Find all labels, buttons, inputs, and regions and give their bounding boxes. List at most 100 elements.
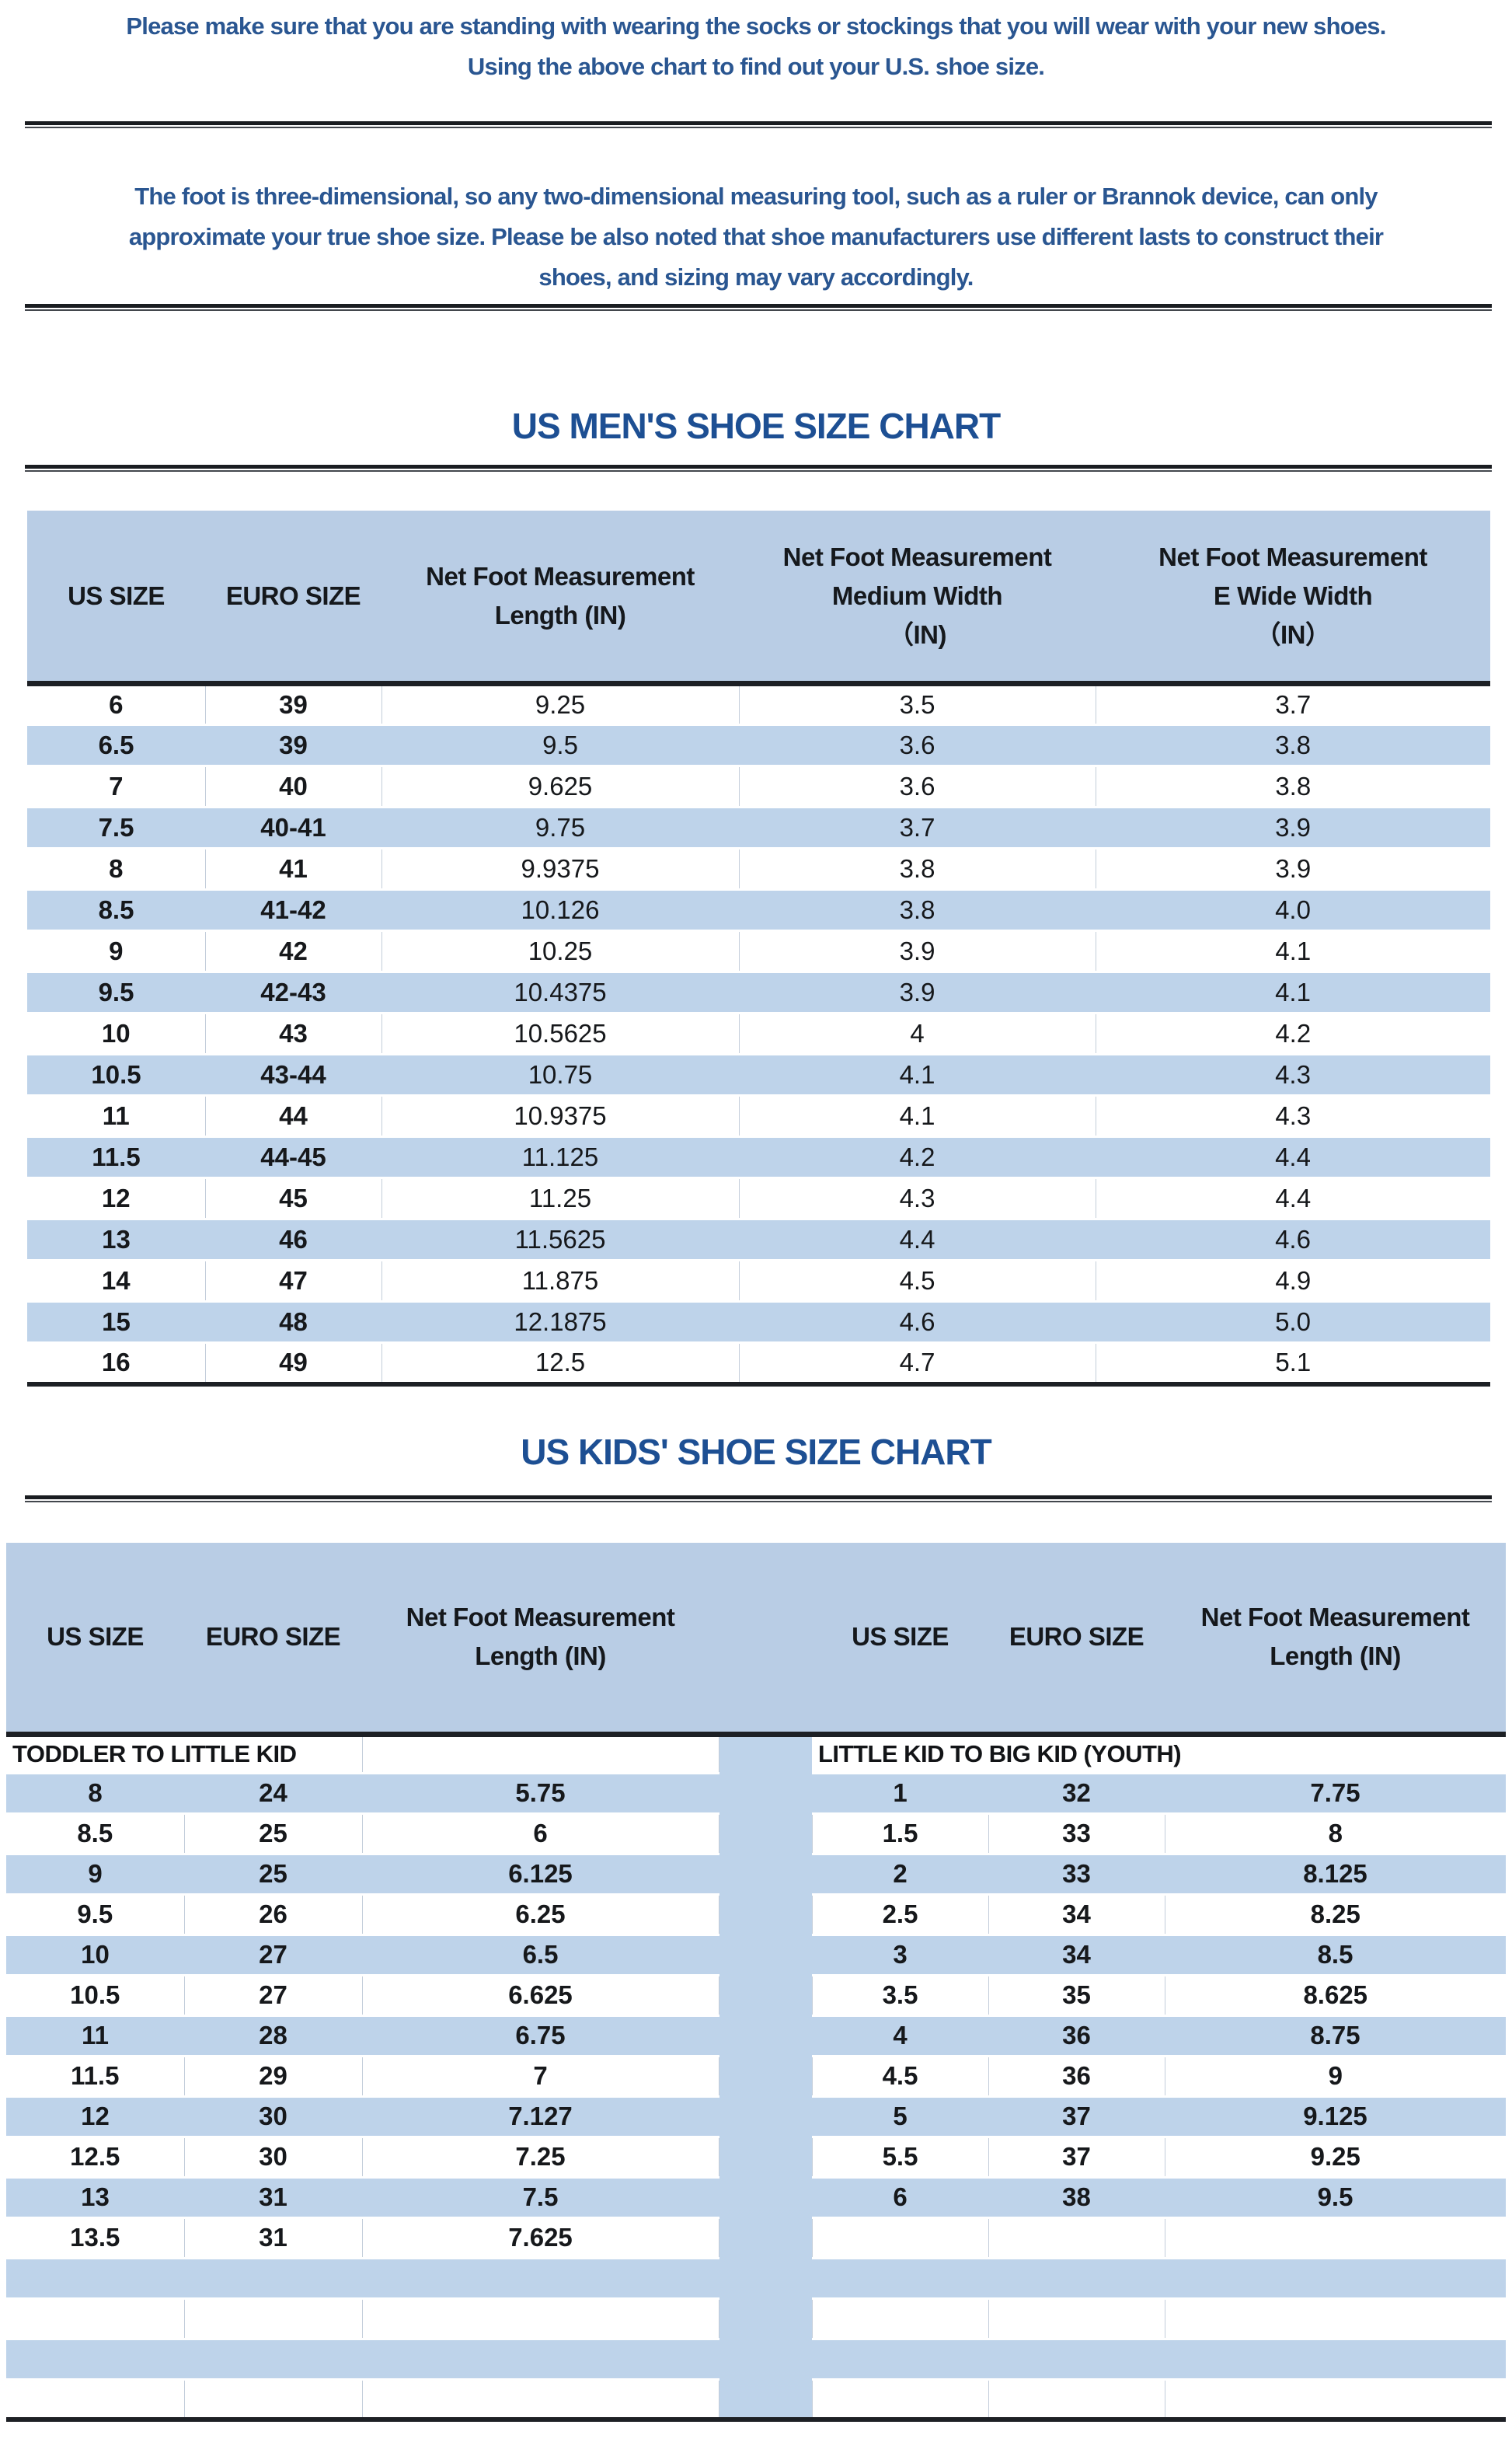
table-cell: 36 <box>988 2014 1165 2057</box>
table-cell: 27 <box>184 1975 363 2015</box>
column-header-cell: US SIZE <box>812 1542 988 1737</box>
table-gap-strip <box>719 1854 812 1894</box>
column-header-cell: EURO SIZE <box>184 1542 362 1737</box>
note-line-2: approximate your true shoe size. Please … <box>128 223 1384 250</box>
table-cell: 7 <box>27 766 206 808</box>
column-header-cell: US SIZE <box>6 1542 184 1737</box>
table-cell: 9.625 <box>381 766 740 808</box>
column-header-cell: Net Foot Measurement Length (IN) <box>381 511 739 686</box>
table-cell: 7.625 <box>362 2217 719 2258</box>
table-cell: 10.5 <box>27 1053 205 1097</box>
table-gap-strip <box>719 2258 812 2298</box>
table-cell: 28 <box>184 2014 362 2057</box>
table-row: 7.5 40-41 9.75 3.7 3.9 <box>27 806 1490 849</box>
table-cell: 7.75 <box>1165 1771 1506 1815</box>
table-cell: 7.127 <box>362 2095 719 2138</box>
table-cell: 3.9 <box>1096 806 1490 849</box>
table-cell: 37 <box>988 2095 1165 2138</box>
table-cell <box>811 2298 989 2339</box>
table-cell <box>6 2379 185 2419</box>
table-gap-strip <box>719 1894 812 1934</box>
table-cell: 10 <box>27 1013 206 1055</box>
table-cell: 1 <box>812 1771 988 1815</box>
table-cell: 13.5 <box>6 2217 185 2258</box>
table-cell <box>988 2217 1165 2258</box>
table-cell: 7.25 <box>362 2137 719 2177</box>
table-cell: 6.5 <box>362 1933 719 1976</box>
table-gap-strip <box>719 1934 812 1975</box>
table-cell: 16 <box>27 1342 206 1384</box>
table-cell: 3.8 <box>1096 724 1490 767</box>
table-row: 9.5 42-43 10.4375 3.9 4.1 <box>27 971 1490 1014</box>
column-header-cell: US SIZE <box>27 511 205 686</box>
table-row: 12 30 7.127 5 37 9.125 <box>6 2095 1506 2138</box>
table-cell: 39 <box>205 724 381 767</box>
table-cell: 9.9375 <box>381 848 740 890</box>
table-row: 8.5 25 6 1.5 33 8 <box>6 1813 1506 1854</box>
table-cell <box>184 2337 362 2381</box>
table-cell: 5 <box>812 2095 988 2138</box>
intro-line-1: Please make sure that you are standing w… <box>126 12 1386 40</box>
table-cell: 3.8 <box>739 888 1096 932</box>
table-cell: 34 <box>988 1933 1165 1976</box>
horizontal-divider <box>25 1495 1492 1502</box>
table-cell: 3.6 <box>739 724 1096 767</box>
table-cell <box>184 2298 363 2339</box>
column-header-cell: EURO SIZE <box>988 1542 1165 1737</box>
empty-cell <box>362 1734 719 1773</box>
table-cell <box>988 2379 1165 2419</box>
table-row: 13 31 7.5 6 38 9.5 <box>6 2175 1506 2219</box>
table-cell: 10.75 <box>381 1053 739 1097</box>
table-gap-strip <box>719 2298 812 2339</box>
table-row: 9.5 26 6.25 2.5 34 8.25 <box>6 1894 1506 1934</box>
table-cell: 8.5 <box>1165 1933 1506 1976</box>
table-cell: 11.875 <box>381 1260 740 1302</box>
table-cell: 30 <box>184 2137 363 2177</box>
table-cell: 49 <box>205 1342 382 1384</box>
table-row: 9 42 10.25 3.9 4.1 <box>27 930 1490 972</box>
table-cell: 9 <box>6 1852 184 1896</box>
table-cell: 24 <box>184 1771 362 1815</box>
table-gap-strip <box>719 2379 812 2419</box>
note-line-1: The foot is three-dimensional, so any tw… <box>134 183 1378 210</box>
table-cell <box>988 2337 1165 2381</box>
table-cell <box>811 2217 989 2258</box>
table-row: 11 44 10.9375 4.1 4.3 <box>27 1095 1490 1137</box>
table-row <box>6 2337 1506 2381</box>
table-cell: 48 <box>205 1300 381 1344</box>
table-cell <box>812 2337 988 2381</box>
table-row: 11.5 44-45 11.125 4.2 4.4 <box>27 1136 1490 1179</box>
table-cell: 9.5 <box>27 971 205 1014</box>
table-cell: 4.5 <box>739 1260 1096 1302</box>
table-cell: 40-41 <box>205 806 381 849</box>
table-cell: 4.4 <box>1096 1136 1490 1179</box>
table-cell <box>1165 2256 1506 2300</box>
horizontal-divider <box>25 465 1492 472</box>
table-cell <box>362 2379 719 2419</box>
table-cell: 3.6 <box>739 766 1096 808</box>
table-cell: 42 <box>205 930 382 972</box>
table-row: 16 49 12.5 4.7 5.1 <box>27 1342 1490 1384</box>
table-cell: 8 <box>1165 1813 1506 1854</box>
table-gap-strip <box>719 2056 812 2096</box>
table-cell: 7.5 <box>27 806 205 849</box>
horizontal-divider <box>25 121 1492 128</box>
column-header-cell: Net Foot Measurement Medium Width （IN) <box>739 511 1096 686</box>
table-cell <box>6 2256 184 2300</box>
table-row: 6.5 39 9.5 3.6 3.8 <box>27 724 1490 767</box>
table-row: 10 43 10.5625 4 4.2 <box>27 1013 1490 1055</box>
table-cell: 3.7 <box>1096 683 1490 725</box>
table-cell: 4.2 <box>1096 1013 1490 1055</box>
table-cell: 4.6 <box>1096 1218 1490 1261</box>
intro-line-2: Using the above chart to find out your U… <box>467 53 1045 80</box>
table-cell: 10.5625 <box>381 1013 740 1055</box>
table-cell: 6.625 <box>362 1975 719 2015</box>
table-cell: 4.1 <box>739 1095 1096 1137</box>
table-cell: 9 <box>27 930 206 972</box>
table-cell <box>184 2256 362 2300</box>
table-cell: 29 <box>184 2056 363 2096</box>
table-cell: 32 <box>988 1771 1165 1815</box>
table-cell: 9.5 <box>6 1894 185 1934</box>
table-cell: 46 <box>205 1218 381 1261</box>
